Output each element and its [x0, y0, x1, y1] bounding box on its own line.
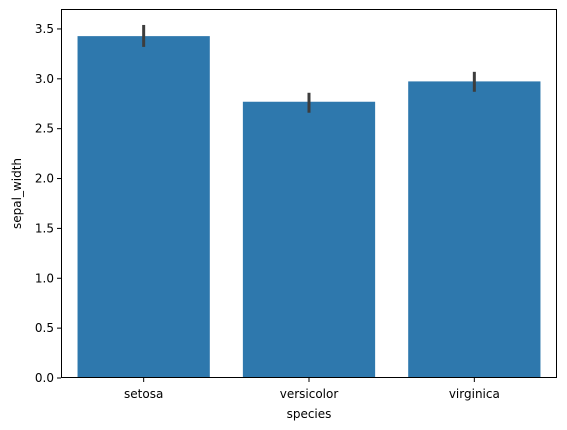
- x-tick-label: virginica: [449, 387, 500, 401]
- x-tick-label: setosa: [124, 387, 163, 401]
- x-tick-label: versicolor: [280, 387, 339, 401]
- plot-frame: [61, 9, 557, 378]
- y-tick-label: 2.0: [35, 172, 54, 186]
- y-tick-label: 3.0: [35, 72, 54, 86]
- y-tick-label: 2.5: [35, 122, 54, 136]
- x-axis-label: species: [287, 407, 332, 421]
- y-axis-label: sepal_width: [10, 158, 24, 229]
- y-tick-label: 1.0: [35, 271, 54, 285]
- error-bars-group: [142, 24, 476, 113]
- x-axis: setosa versicolor virginica: [124, 378, 500, 401]
- y-axis: 0.0 0.5 1.0 1.5 2.0 2.5 3.0 3.5: [35, 22, 61, 385]
- bar-virginica: [408, 81, 541, 379]
- y-tick-label: 3.5: [35, 22, 54, 36]
- y-tick-label: 1.5: [35, 221, 54, 235]
- y-tick-label: 0.5: [35, 321, 54, 335]
- y-tick-label: 0.0: [35, 371, 54, 385]
- bar-versicolor: [242, 101, 376, 378]
- bar-setosa: [77, 36, 210, 378]
- bars-group: [77, 36, 541, 379]
